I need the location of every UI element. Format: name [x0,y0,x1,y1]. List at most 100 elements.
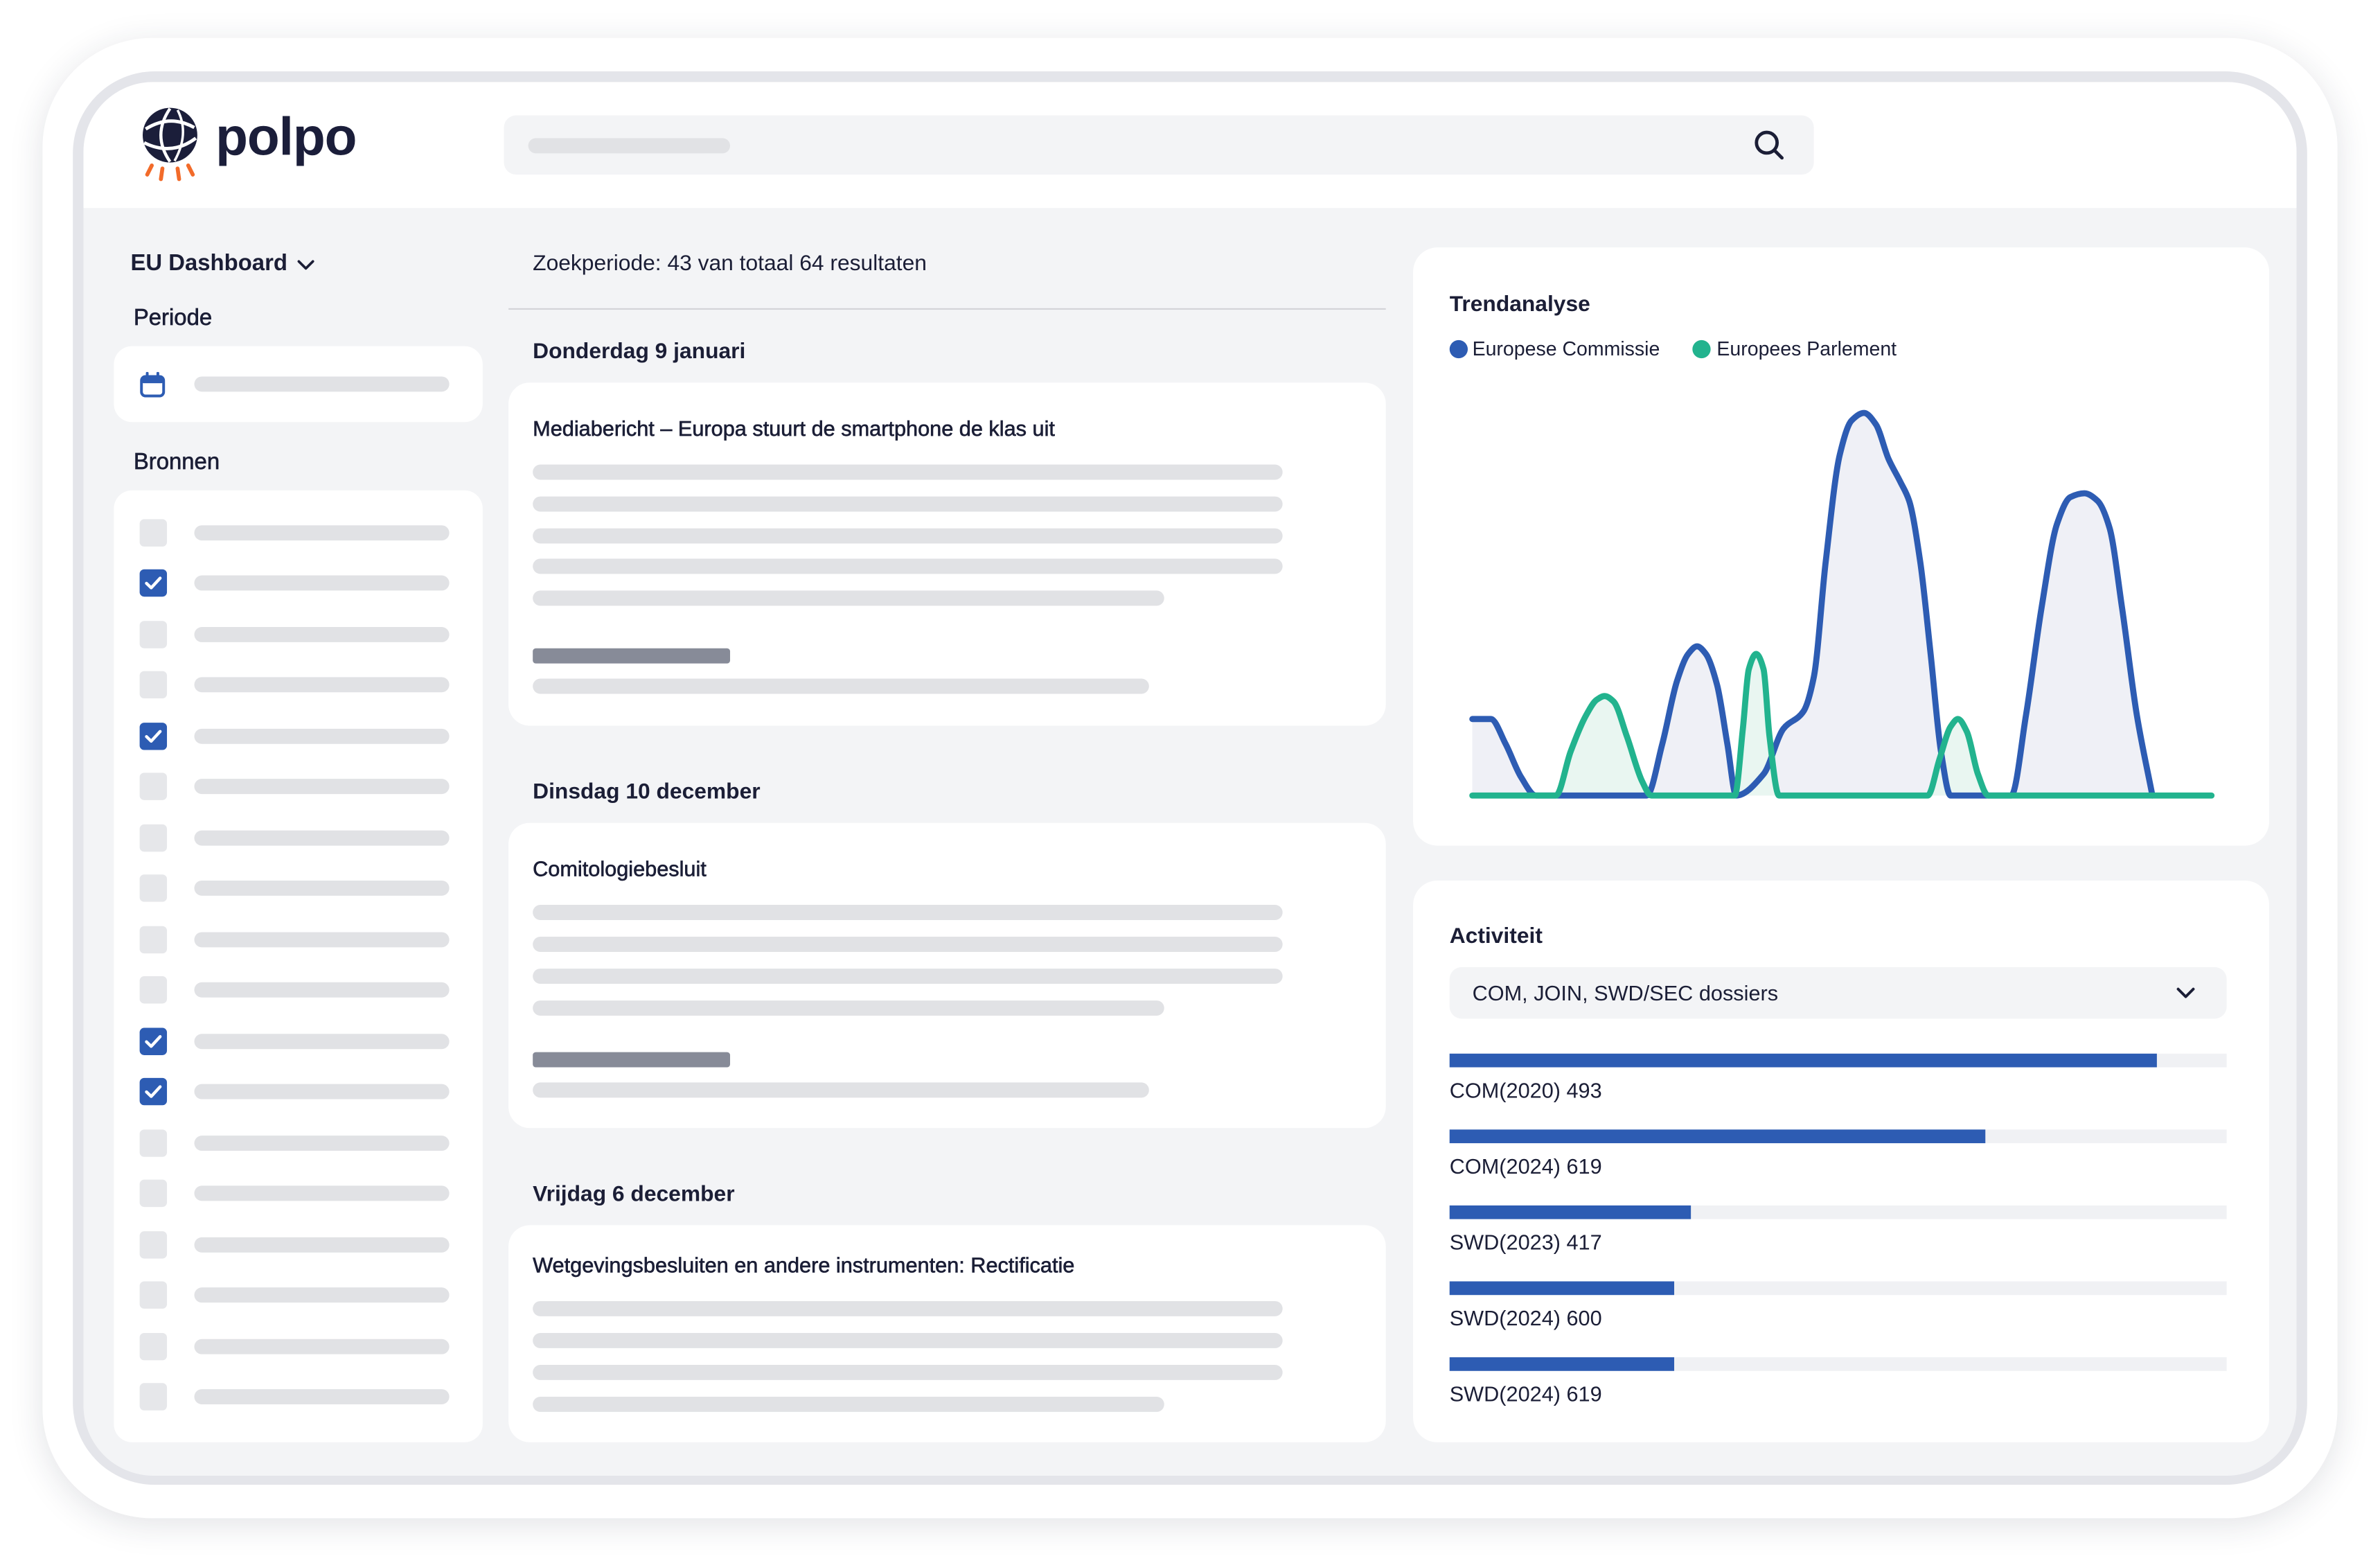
result-card[interactable]: Comitologiebesluit [508,822,1386,1129]
checkbox-checked[interactable] [139,1078,168,1106]
series-line-europees-parlement[interactable] [1469,651,2215,799]
source-item[interactable] [114,1016,482,1066]
activity-bar-label: SWD(2024) 600 [1449,1305,1602,1330]
checkbox[interactable] [139,1230,168,1259]
trend-title: Trendanalyse [1449,292,1590,317]
checkbox[interactable] [139,824,168,851]
dashboard-label: EU Dashboard [130,250,287,276]
skeleton-line [533,678,1149,694]
dashboard-selector[interactable]: EU Dashboard [130,249,316,279]
source-item[interactable] [114,812,482,863]
source-item[interactable] [114,609,482,660]
period-date-field[interactable] [114,346,483,423]
check-icon [145,1034,162,1048]
checkbox[interactable] [139,620,168,648]
polpo-globe-logo-icon[interactable] [138,106,202,182]
search-placeholder-skeleton [528,138,731,154]
sources-panel [114,490,483,1442]
source-item[interactable] [114,863,482,914]
checkbox-checked[interactable] [139,722,168,750]
legend-marker-europese-commissie [1449,339,1468,359]
skeleton-line [194,728,450,744]
chevron-down-icon [2176,987,2195,998]
dossier-filter-dropdown[interactable]: COM, JOIN, SWD/SEC dossiers [1449,966,2227,1019]
source-item[interactable] [114,1270,482,1321]
series-area-europese-commissie [1472,413,2153,796]
source-item[interactable] [114,1118,482,1168]
activity-bar-fill [1449,1205,1691,1219]
skeleton-line [194,524,450,540]
source-item[interactable] [114,1372,482,1422]
skeleton-line [533,590,1164,606]
calendar-icon [140,371,166,398]
checkbox[interactable] [139,926,168,953]
source-item[interactable] [114,711,482,761]
skeleton-line [194,626,450,642]
results-summary: Zoekperiode: 43 van totaal 64 resultaten [533,251,927,276]
activity-bar-label: SWD(2024) 619 [1449,1381,1602,1406]
activity-card: Activiteit COM, JOIN, SWD/SEC dossiers C… [1413,880,2270,1442]
check-icon [145,576,162,590]
skeleton-tag [533,1052,731,1068]
trend-chart[interactable] [1457,395,2232,813]
result-card[interactable]: Mediabericht – Europa stuurt de smartpho… [508,382,1386,726]
checkbox[interactable] [139,1180,168,1208]
series-line-europese-commissie[interactable] [1469,409,2156,799]
activity-bar [1449,1129,2227,1144]
result-title[interactable]: Mediabericht – Europa stuurt de smartpho… [533,416,1055,441]
dossier-filter-value: COM, JOIN, SWD/SEC dossiers [1472,980,1779,1005]
checkbox[interactable] [139,671,168,699]
sources-label: Bronnen [133,449,220,475]
activity-bar [1449,1281,2227,1296]
skeleton-line [194,881,450,897]
result-title[interactable]: Comitologiebesluit [533,856,707,881]
checkbox[interactable] [139,518,168,547]
source-item[interactable] [114,1321,482,1371]
skeleton-line [194,1237,450,1253]
search-icon[interactable] [1753,129,1785,161]
result-card[interactable]: Wetgevingsbesluiten en andere instrument… [508,1225,1386,1442]
checkbox[interactable] [139,772,168,801]
search-input[interactable] [504,115,1814,175]
skeleton-line [533,969,1283,984]
sources-list [114,507,482,1422]
skeleton-line [194,1135,450,1151]
date-value-skeleton [194,376,450,392]
skeleton-line [194,1084,450,1100]
source-item[interactable] [114,1219,482,1270]
logo-wordmark[interactable]: polpo [215,107,357,168]
legend-label-europese-commissie[interactable]: Europese Commissie [1472,337,1660,360]
checkbox[interactable] [139,1129,168,1157]
check-icon [145,730,162,743]
checkbox[interactable] [139,1282,168,1309]
skeleton-line [194,1185,450,1201]
skeleton-line [194,1389,450,1405]
skeleton-line [533,528,1283,544]
legend-label-europees-parlement[interactable]: Europees Parlement [1716,337,1897,360]
source-item[interactable] [114,761,482,812]
activity-bar-fill [1449,1053,2157,1068]
result-date-heading: Donderdag 9 januari [533,339,746,364]
checkbox[interactable] [139,1332,168,1360]
checkbox-checked[interactable] [139,1027,168,1055]
skeleton-line [194,1287,450,1303]
source-item[interactable] [114,965,482,1016]
source-item[interactable] [114,1066,482,1117]
skeleton-line [194,982,450,998]
checkbox[interactable] [139,874,168,903]
result-date-heading: Dinsdag 10 december [533,780,761,805]
source-item[interactable] [114,660,482,710]
skeleton-line [194,779,450,795]
result-title[interactable]: Wetgevingsbesluiten en andere instrument… [533,1252,1075,1278]
source-item[interactable] [114,558,482,608]
skeleton-line [194,1339,450,1354]
source-item[interactable] [114,507,482,558]
app-screen: polpo EU Dashboard Periode [83,82,2297,1476]
source-item[interactable] [114,914,482,964]
source-item[interactable] [114,1168,482,1219]
divider [508,308,1386,310]
checkbox[interactable] [139,976,168,1005]
checkbox-checked[interactable] [139,569,168,597]
skeleton-line [533,1365,1283,1380]
checkbox[interactable] [139,1383,168,1411]
